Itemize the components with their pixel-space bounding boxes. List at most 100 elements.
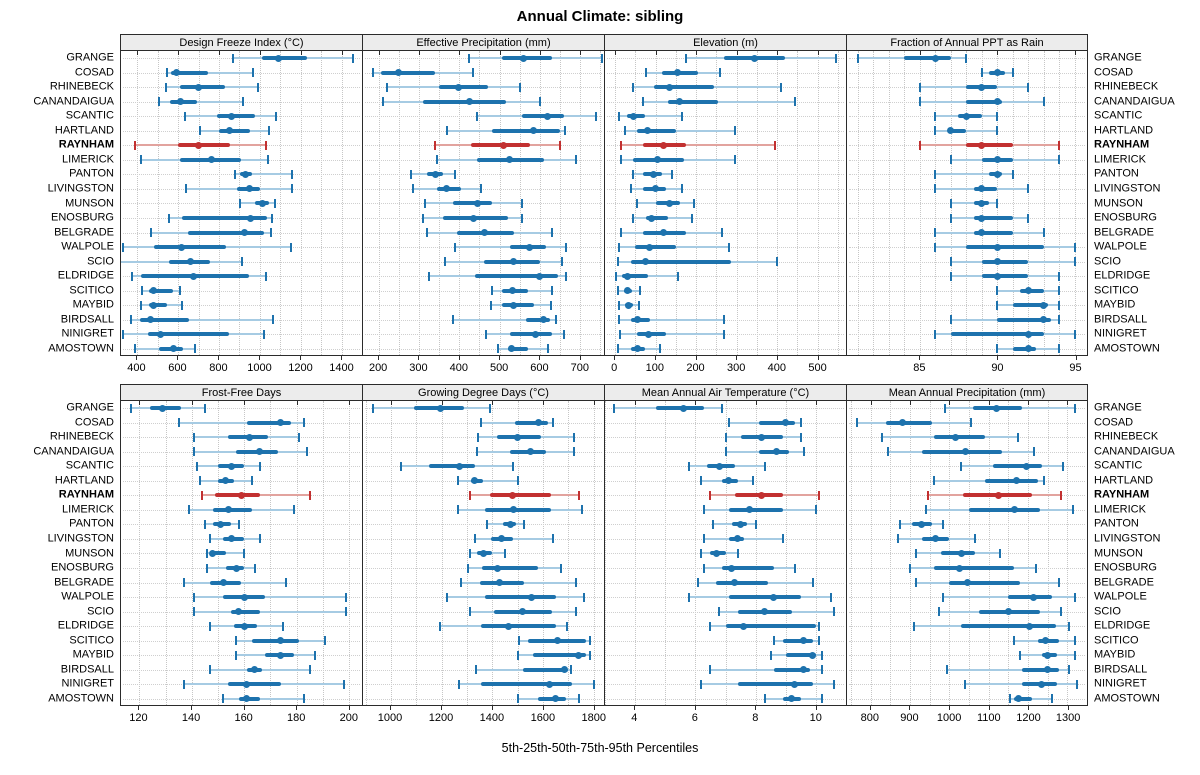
whisker-cap <box>209 621 212 631</box>
axis-tick-mark <box>441 401 443 405</box>
median-dot <box>1042 637 1050 645</box>
median-dot <box>957 549 965 557</box>
whisker-cap <box>243 548 246 558</box>
whisker-cap <box>1034 563 1037 573</box>
iqr-box <box>228 682 281 687</box>
site-row <box>847 66 1087 81</box>
median-dot <box>758 433 766 441</box>
median-dot <box>676 98 684 106</box>
panel-strip: Fraction of Annual PPT as Rain <box>846 34 1088 51</box>
whisker-cap <box>733 126 736 136</box>
grid-line <box>935 51 937 355</box>
site-row <box>121 109 362 124</box>
whisker-line <box>194 610 347 613</box>
axis-tick-mark <box>695 401 697 405</box>
median-dot <box>508 345 516 353</box>
whisker-cap <box>240 257 243 267</box>
median-dot <box>1014 695 1022 703</box>
grid-line <box>165 401 167 705</box>
site-label: AMOSTOWN <box>48 342 114 355</box>
whisker-cap <box>468 53 471 63</box>
site-row <box>605 474 846 489</box>
site-row <box>363 138 604 153</box>
iqr-box <box>482 566 539 570</box>
site-row <box>121 51 362 66</box>
median-dot <box>994 491 1002 499</box>
median-dot <box>646 243 654 251</box>
median-dot <box>751 54 759 62</box>
site-row <box>121 341 362 355</box>
whisker-cap <box>434 140 437 150</box>
panel-title: Mean Annual Air Temperature (°C) <box>641 386 810 399</box>
axis-tick-label: 200 <box>339 712 359 724</box>
median-dot <box>629 112 637 120</box>
whisker-cap <box>572 447 575 457</box>
iqr-box <box>949 580 1021 585</box>
site-label: MAYBID <box>72 298 114 311</box>
axis: 800 900 1000 1100 1200 1300 <box>846 706 1088 732</box>
site-row <box>363 153 604 168</box>
iqr-box <box>480 682 573 687</box>
whisker-cap <box>342 679 345 689</box>
whisker-cap <box>589 636 592 646</box>
whisker-cap <box>618 242 621 252</box>
whisker-cap <box>193 432 196 442</box>
site-row <box>847 517 1087 532</box>
whisker-cap <box>235 650 238 660</box>
grid-line <box>1008 401 1010 705</box>
whisker-cap <box>594 111 597 121</box>
iqr-box <box>966 245 1044 250</box>
axis-tick-label: 200 <box>686 362 705 374</box>
whisker-cap <box>268 126 271 136</box>
whisker-line <box>643 100 796 103</box>
whisker-cap <box>691 213 694 223</box>
site-row <box>121 211 362 226</box>
median-dot <box>728 564 736 572</box>
iqr-box <box>480 624 556 629</box>
median-dot <box>1004 608 1012 616</box>
axis: 400 600 800 1000 1200 1400 <box>120 356 362 382</box>
axis-tick-mark <box>177 356 179 360</box>
iqr-box <box>645 216 668 220</box>
row-guide-line <box>607 203 844 205</box>
site-label: SCANTIC <box>65 459 114 472</box>
row-guide-line <box>365 290 602 292</box>
axis-tick-mark <box>379 51 381 55</box>
median-dot <box>497 535 505 543</box>
strip-row: Design Freeze Index (°C) Effective Precip… <box>0 34 1200 51</box>
whisker-cap <box>559 563 562 573</box>
whisker-cap <box>164 82 167 92</box>
site-label: ELDRIDGE <box>57 619 114 632</box>
site-row <box>363 561 604 576</box>
axis-tick-label: 100 <box>645 362 665 374</box>
site-row <box>121 488 362 503</box>
whisker-cap <box>1058 315 1061 325</box>
iqr-box <box>725 624 816 629</box>
grid-line <box>341 51 343 355</box>
row-guide-line <box>849 305 1085 307</box>
axis-tick-mark <box>579 356 581 360</box>
iqr-box <box>509 332 552 337</box>
whisker-cap <box>1011 68 1014 78</box>
site-label: GRANGE <box>1094 51 1142 64</box>
site-row <box>605 312 846 327</box>
site-label: AMOSTOWN <box>1094 692 1160 705</box>
whisker-cap <box>618 300 621 310</box>
axis-tick-mark <box>341 51 343 55</box>
site-row <box>363 283 604 298</box>
whisker-cap <box>932 476 935 486</box>
whisker-cap <box>1019 650 1022 660</box>
iqr-box <box>215 493 260 498</box>
median-dot <box>993 258 1001 266</box>
axis-tick-mark <box>988 401 990 405</box>
median-dot <box>1038 680 1046 688</box>
site-row <box>121 474 362 489</box>
site-row <box>847 167 1087 182</box>
site-row <box>605 488 846 503</box>
site-row <box>363 532 604 547</box>
whisker-cap <box>949 213 952 223</box>
whisker-cap <box>999 548 1002 558</box>
whisker-cap <box>996 286 999 296</box>
whisker-cap <box>636 198 639 208</box>
whisker-cap <box>644 68 647 78</box>
